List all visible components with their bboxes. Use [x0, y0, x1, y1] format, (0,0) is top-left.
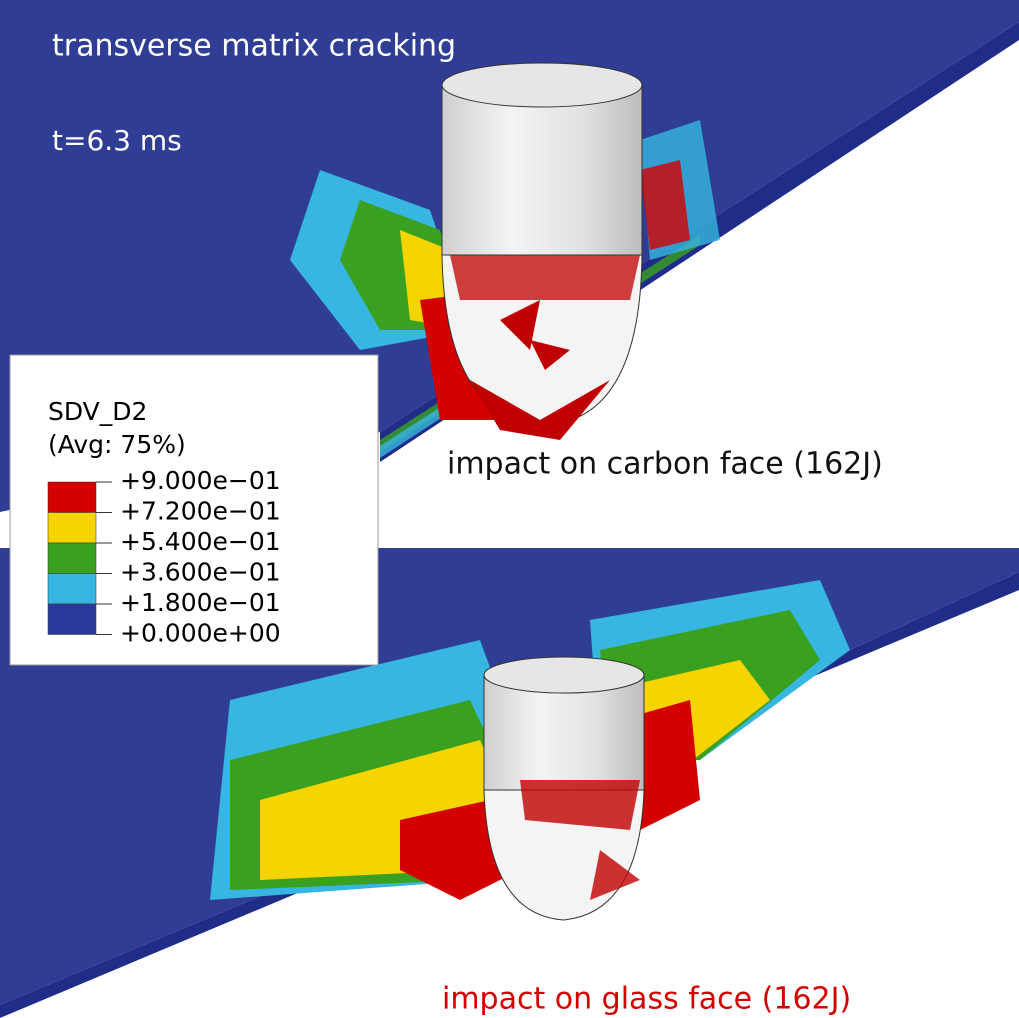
legend-swatch [48, 604, 96, 635]
legend-label: +9.000e−01 [120, 466, 281, 495]
legend-swatch [48, 543, 96, 574]
legend-title: SDV_D2 [48, 397, 147, 426]
caption: impact on carbon face (162J) [447, 447, 883, 482]
figure: transverse matrix cracking t=6.3 ms impa… [0, 0, 1019, 1018]
time-label: t=6.3 ms [52, 124, 182, 157]
legend-subtitle: (Avg: 75%) [48, 430, 186, 459]
impactor-top [484, 657, 644, 693]
legend-label: +3.600e−01 [120, 558, 281, 587]
impactor [442, 85, 642, 255]
legend-label: +1.800e−01 [120, 588, 281, 617]
legend-swatch [48, 513, 96, 544]
legend-swatch [48, 574, 96, 605]
legend-label: +7.200e−01 [120, 497, 281, 526]
caption: impact on glass face (162J) [442, 982, 851, 1017]
title: transverse matrix cracking [52, 29, 456, 64]
legend-label: +5.400e−01 [120, 527, 281, 556]
crack-ring [450, 255, 640, 300]
legend-swatch [48, 482, 96, 513]
impactor-top [442, 63, 642, 107]
legend-label: +0.000e+00 [120, 619, 281, 648]
legend: SDV_D2 (Avg: 75%) +9.000e−01+7.200e−01+5… [10, 355, 378, 665]
